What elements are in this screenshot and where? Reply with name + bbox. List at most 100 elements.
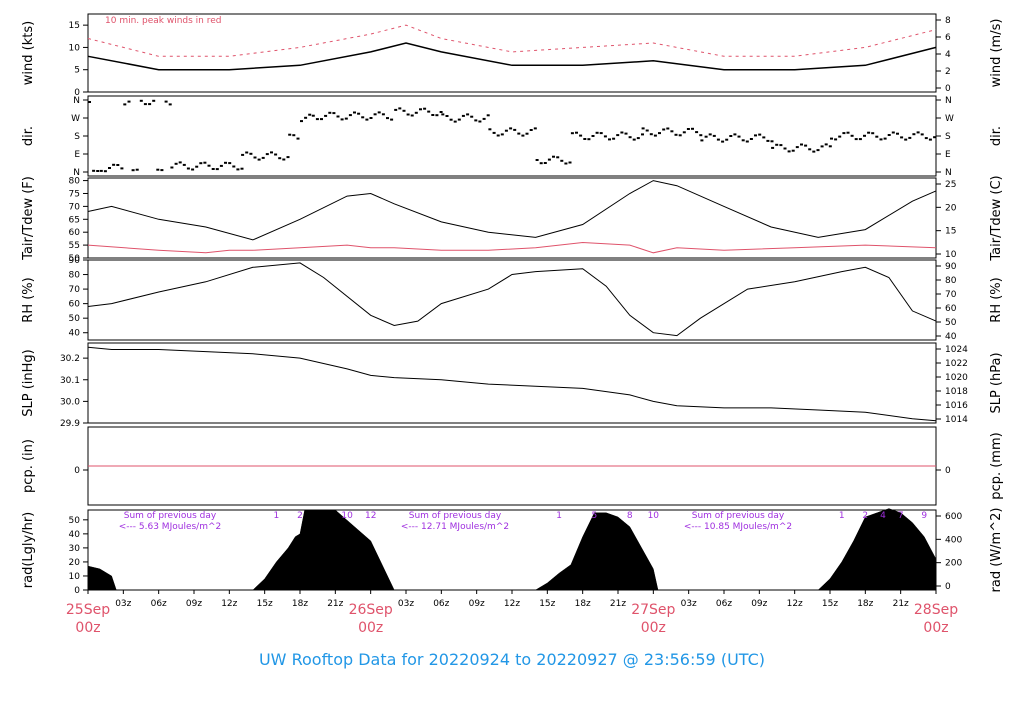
dir-point <box>139 99 143 102</box>
dir-point <box>270 151 273 154</box>
dir-point <box>591 135 595 137</box>
dir-point <box>496 134 500 137</box>
dir-point <box>699 134 703 137</box>
dir-point <box>570 132 574 135</box>
rh-right-tick-label: 70 <box>945 290 957 300</box>
wind-ylabel-left: wind (kts) <box>21 21 36 85</box>
dir-point <box>286 156 290 159</box>
x-axis-day-label: 28Sep <box>914 602 958 618</box>
wind-right-tick-label: 2 <box>945 67 951 77</box>
dir-point <box>308 113 312 116</box>
dir-point <box>500 133 504 136</box>
x-axis-hour-label: 09z <box>751 599 767 609</box>
temp-left-tick-label: 65 <box>69 215 80 225</box>
rad-left-tick-label: 10 <box>69 572 81 582</box>
dir-point <box>164 100 168 103</box>
x-axis-hour-label: 15z <box>822 599 838 609</box>
dir-point <box>912 133 916 136</box>
dir-point <box>795 146 799 149</box>
dir-point <box>386 117 389 120</box>
dir-point <box>583 138 587 140</box>
dir-point <box>678 134 682 137</box>
dir-point <box>492 131 496 134</box>
x-axis-day-hour-label: 00z <box>641 620 666 636</box>
x-axis-hour-label: 18z <box>292 599 308 609</box>
dir-point <box>410 114 414 117</box>
rh-line-series-0 <box>87 262 937 337</box>
dir-point <box>369 117 373 119</box>
dir-point <box>488 128 492 131</box>
dir-point <box>120 167 124 170</box>
x-axis-hour-label: 21z <box>610 599 626 609</box>
dir-point <box>787 150 791 153</box>
slp-right-tick-label: 1018 <box>945 387 968 397</box>
dir-point <box>211 168 215 170</box>
temp-left-tick-label: 55 <box>69 241 80 251</box>
rad-daily-sum-title: Sum of previous day <box>124 511 217 521</box>
dir-point <box>695 131 699 134</box>
wind-left-tick-label: 0 <box>74 88 80 98</box>
rh-left-tick-label: 40 <box>69 329 81 339</box>
dir-point <box>348 114 352 117</box>
temp-panel-frame <box>87 177 937 259</box>
dir-point <box>486 114 490 117</box>
dir-point <box>99 169 103 172</box>
dir-left-tick-label: E <box>74 150 80 160</box>
dir-point <box>353 111 356 114</box>
rad-hour-mark: 10 <box>341 511 353 521</box>
dir-point <box>445 115 449 117</box>
temp-ylabel-left: Tair/Tdew (F) <box>21 176 36 261</box>
slp-right-tick-label: 1016 <box>945 401 968 411</box>
x-axis-hour-label: 12z <box>787 599 803 609</box>
dir-point <box>624 132 628 135</box>
dir-point <box>123 103 127 106</box>
dir-point <box>775 143 779 146</box>
dir-point <box>529 129 533 131</box>
dir-point <box>653 134 657 137</box>
dir-point <box>381 113 385 116</box>
rad-left-tick-label: 20 <box>69 558 81 568</box>
x-axis-hour-label: 06z <box>151 599 167 609</box>
dir-point <box>170 166 174 169</box>
x-axis-hour-label: 15z <box>257 599 273 609</box>
temp-left-tick-label: 50 <box>69 254 81 264</box>
dir-point <box>924 137 928 140</box>
dir-point <box>867 131 871 134</box>
dir-point <box>419 108 422 111</box>
dir-point <box>182 163 186 166</box>
x-axis-hour-label: 03z <box>681 599 697 609</box>
dir-point <box>858 138 862 141</box>
dir-point <box>812 150 816 153</box>
dir-point <box>662 128 666 131</box>
dir-point <box>824 143 828 146</box>
dir-point <box>771 146 775 149</box>
rad-daily-sum-value: <--- 12.71 MJoules/m^2 <box>401 522 509 532</box>
wind-right-tick-label: 8 <box>945 16 951 26</box>
dir-point <box>394 108 398 111</box>
dir-point <box>543 162 547 164</box>
dir-point <box>928 138 932 141</box>
dir-point <box>224 161 227 164</box>
dir-point <box>533 127 537 130</box>
wind-ylabel-right: wind (m/s) <box>989 19 1004 88</box>
dir-point <box>315 118 319 121</box>
dir-point <box>883 137 887 140</box>
temp-left-tick-label: 80 <box>69 177 81 187</box>
dir-point <box>891 131 895 134</box>
rad-hour-mark: 2 <box>862 511 868 521</box>
dir-point <box>470 115 474 118</box>
dir-point <box>148 103 152 106</box>
dir-point <box>674 133 678 136</box>
x-axis-hour-label: 12z <box>221 599 237 609</box>
dir-point <box>478 120 482 123</box>
dir-left-tick-label: S <box>74 132 80 142</box>
dir-point <box>449 118 453 121</box>
temp-line-series-tair <box>87 180 937 241</box>
dir-point <box>186 167 190 170</box>
rh-left-tick-label: 60 <box>69 300 81 310</box>
x-axis-hour-label: 09z <box>186 599 202 609</box>
dir-right-tick-label: E <box>945 150 951 160</box>
dir-point <box>525 132 529 135</box>
rh-left-tick-label: 80 <box>69 271 81 281</box>
